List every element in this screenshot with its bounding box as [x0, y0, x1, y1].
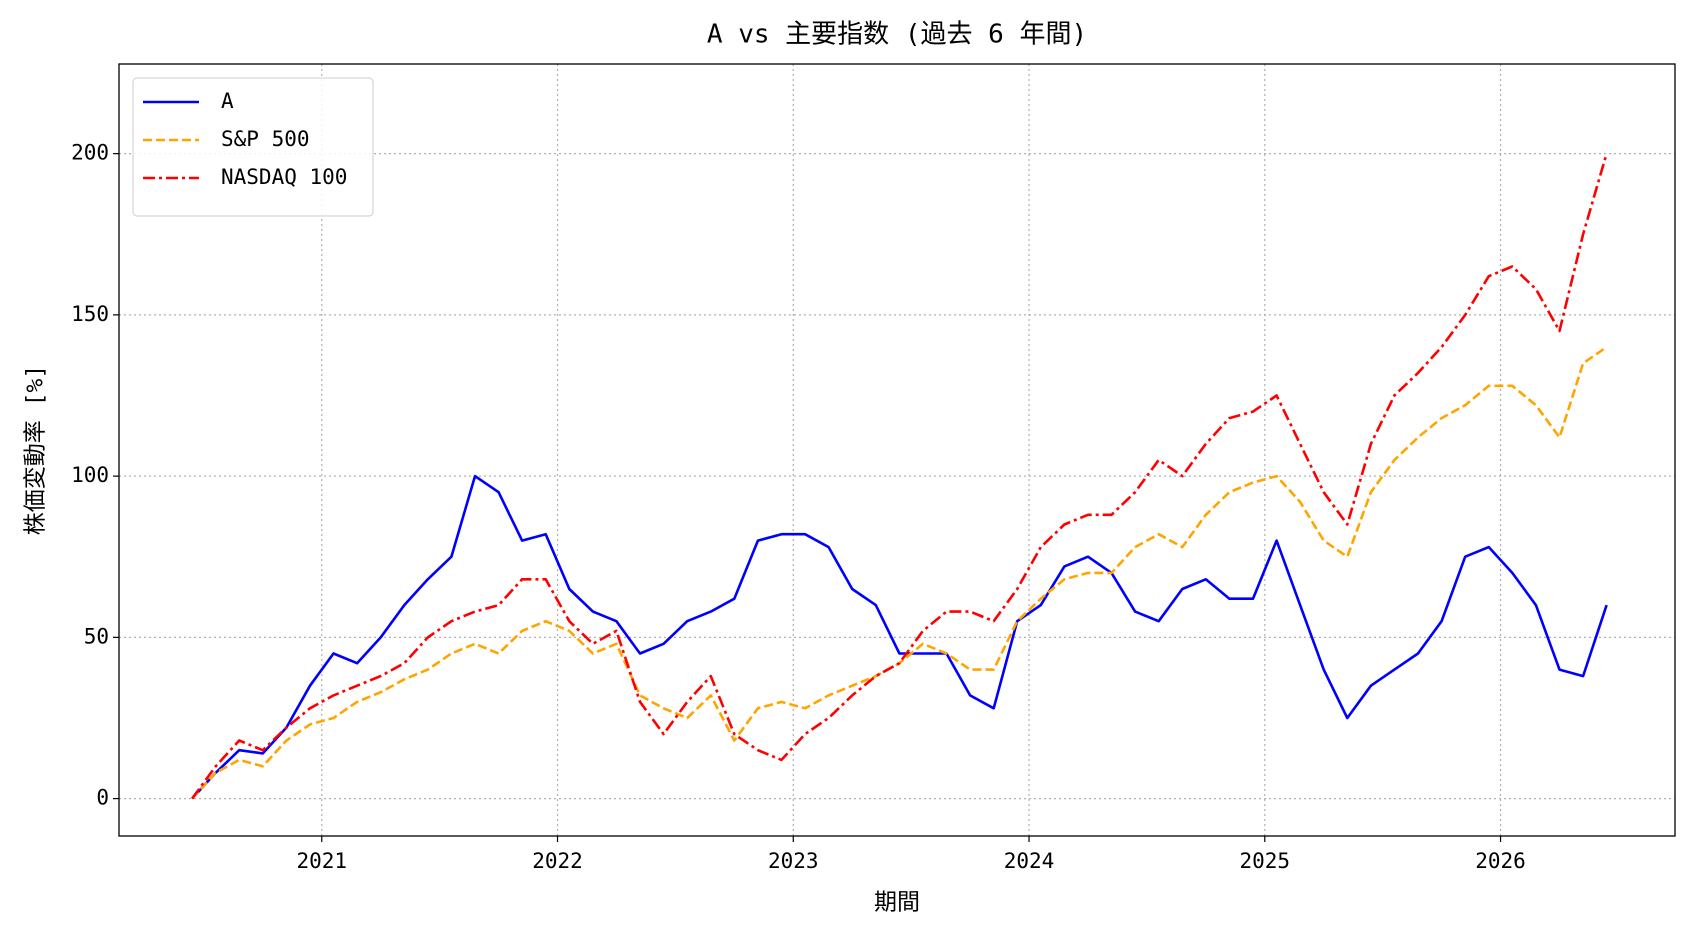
chart-title: A vs 主要指数 (過去 6 年間) [707, 20, 1087, 50]
plot-frame [118, 63, 1676, 837]
x-tick-label: 2022 [532, 849, 583, 873]
x-tick-label: 2024 [1004, 849, 1055, 873]
y-tick-label: 50 [84, 624, 109, 648]
x-tick-label: 2021 [296, 849, 347, 873]
y-axis-label: 株価変動率 [%] [23, 365, 49, 535]
y-tick-label: 200 [71, 141, 109, 165]
legend-box [132, 77, 374, 217]
legend-label: NASDAQ 100 [221, 165, 347, 189]
series-line [191, 474, 1608, 800]
x-tick-label: 2026 [1475, 849, 1526, 873]
y-tick-label: 150 [71, 302, 109, 326]
x-tick-label: 2023 [768, 849, 819, 873]
legend: A S&P 500 NASDAQ 100 [132, 77, 374, 217]
legend-label: S&P 500 [221, 127, 310, 151]
y-tick-label: 100 [71, 463, 109, 487]
legend-label: A [221, 89, 234, 113]
x-axis-label: 期間 [874, 890, 920, 916]
x-tick-label: 2025 [1239, 849, 1290, 873]
y-tick-label: 0 [96, 786, 109, 810]
series-line [191, 153, 1608, 800]
